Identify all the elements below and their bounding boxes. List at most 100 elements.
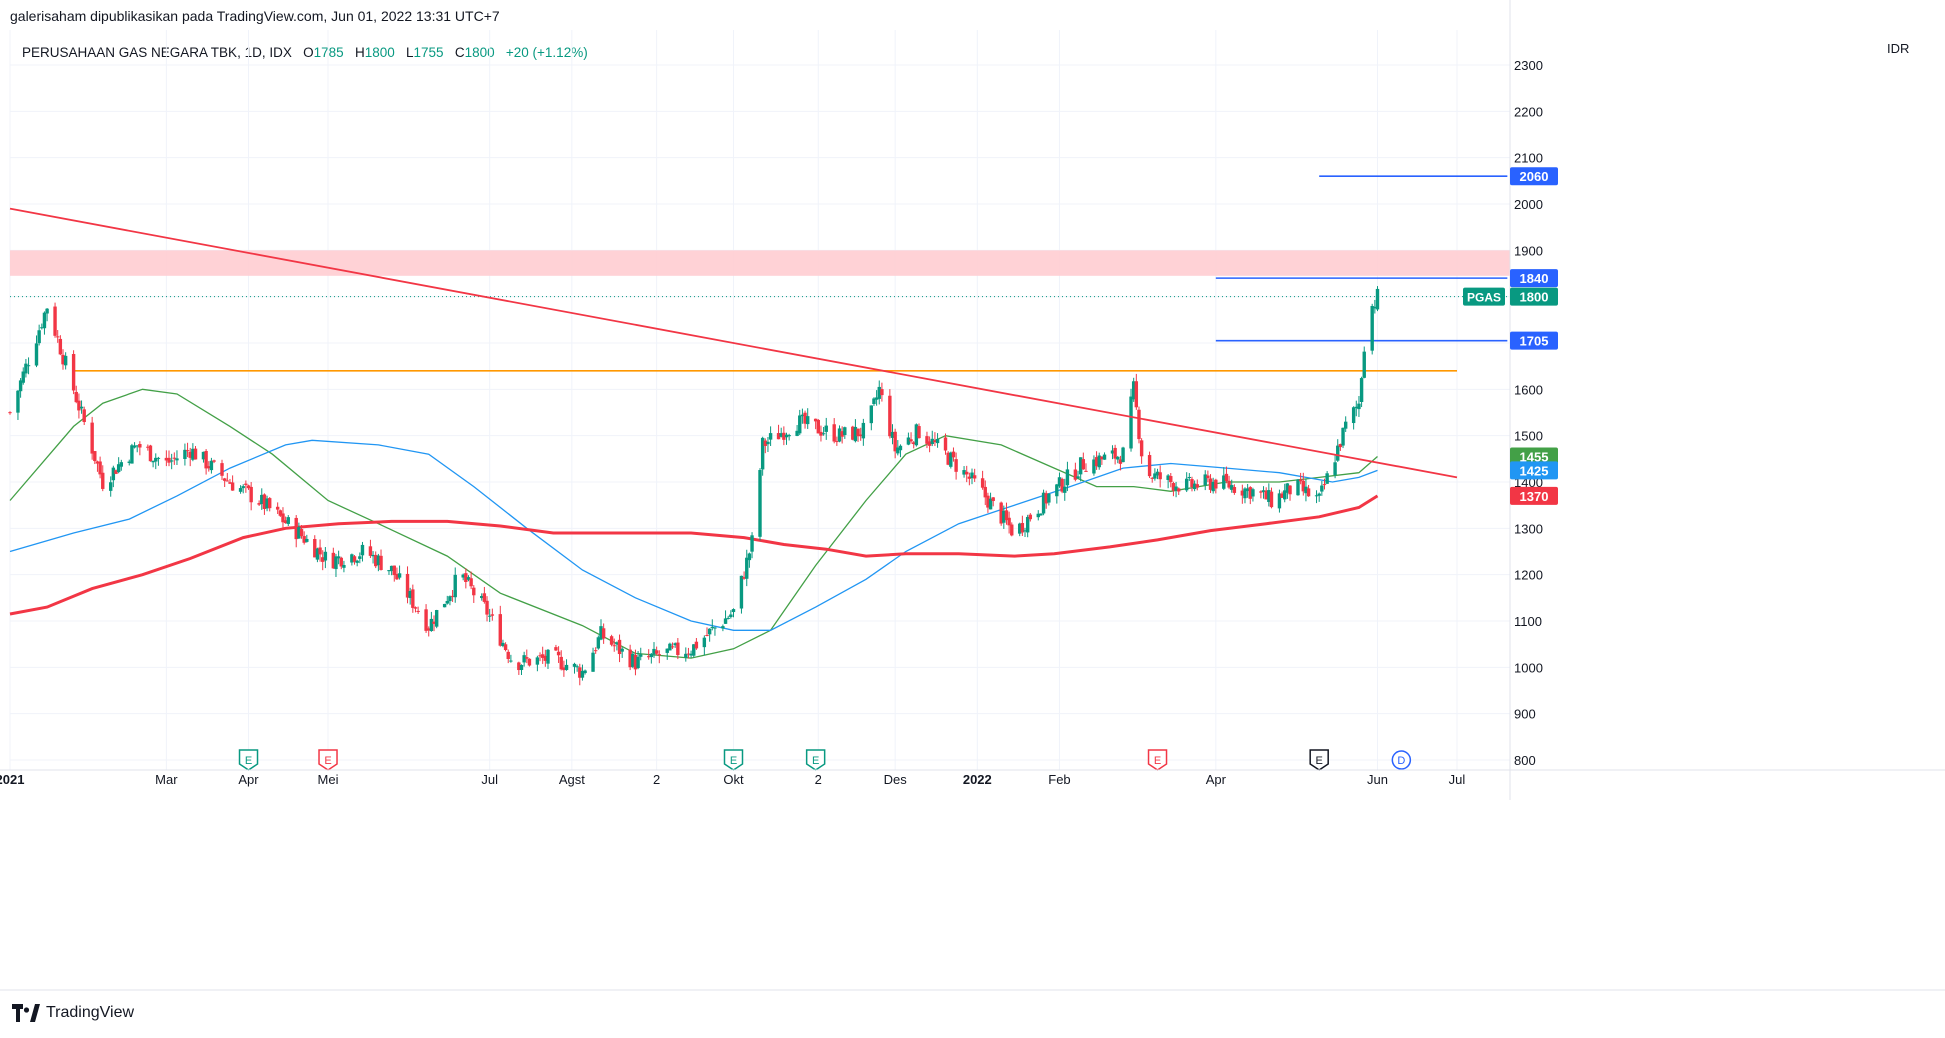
candle-body: [1375, 288, 1380, 310]
candle-body: [909, 439, 913, 442]
candle-body: [1357, 403, 1361, 410]
candle-body: [633, 654, 638, 670]
candle-body: [1317, 493, 1321, 496]
candle-body: [986, 495, 990, 508]
candle-body: [1041, 492, 1046, 514]
candle-body: [503, 644, 508, 650]
dividend-marker: [1391, 750, 1412, 770]
candle-body: [800, 414, 805, 417]
candle-body: [949, 452, 953, 467]
x-tick-label: Mar: [155, 772, 178, 787]
earnings-marker: [238, 749, 259, 771]
candle-body: [890, 431, 895, 438]
candle-body: [1259, 491, 1263, 493]
x-tick-label: 2: [653, 772, 660, 787]
candle-body: [313, 539, 317, 558]
open-label: O: [303, 45, 314, 60]
candle-body: [40, 327, 44, 329]
candle-body: [888, 395, 892, 437]
event-marker-label: E: [324, 755, 331, 767]
candle-body: [527, 658, 532, 666]
candle-body: [723, 618, 728, 624]
candle-body: [962, 470, 966, 475]
candle-body: [988, 498, 993, 510]
x-tick-label: Jul: [481, 772, 498, 787]
candle-body: [898, 445, 903, 451]
candle-body: [1370, 305, 1374, 351]
symbol-name[interactable]: PERUSAHAAN GAS NEGARA TBK, 1D, IDX: [22, 45, 292, 60]
candle-body: [185, 450, 190, 452]
candle-body: [74, 391, 78, 403]
candle-body: [784, 434, 789, 438]
candle-body: [1190, 479, 1194, 488]
price-label-text: 1370: [1520, 489, 1549, 504]
candle-body: [1002, 510, 1006, 523]
candle-body: [1230, 485, 1234, 490]
candle-body: [225, 480, 230, 482]
candle-body: [702, 637, 707, 648]
price-label-text: 1840: [1520, 271, 1549, 286]
candle-body: [45, 308, 49, 314]
candle-body: [336, 556, 341, 559]
candle-body: [779, 433, 783, 437]
x-tick-label: 2021: [0, 772, 24, 787]
candle-body: [429, 618, 434, 632]
candle-body: [843, 427, 847, 436]
candle-body: [745, 557, 749, 579]
y-tick-label: 2100: [1514, 151, 1543, 166]
candle-body: [16, 390, 20, 413]
candle-body: [275, 506, 280, 510]
candle-body: [535, 657, 540, 665]
candle-body: [798, 415, 802, 434]
candle-body: [906, 437, 911, 445]
x-tick-label: Okt: [723, 772, 744, 787]
candle-body: [1020, 522, 1025, 533]
candle-body: [1044, 493, 1048, 504]
footer-brand[interactable]: TradingView: [12, 1004, 134, 1022]
candle-body: [1036, 513, 1040, 518]
candle-body: [453, 574, 457, 598]
candle-body: [1121, 447, 1125, 463]
horizontal-lines: [10, 175, 1510, 372]
candle-body: [787, 435, 791, 437]
candle-body: [220, 463, 224, 476]
event-marker-label: E: [812, 755, 819, 767]
candle-body: [742, 577, 746, 579]
candle-body: [405, 573, 410, 598]
moving-average-line: [9, 494, 1379, 616]
candle-body: [816, 419, 821, 434]
candle-body: [575, 666, 579, 668]
earnings-marker: [1147, 749, 1168, 771]
price-label-box: [1510, 461, 1558, 480]
candle-body: [983, 486, 987, 498]
candle-body: [522, 655, 526, 663]
candle-body: [506, 651, 510, 660]
candle-body: [1373, 306, 1377, 309]
currency-label[interactable]: IDR: [1887, 41, 1910, 56]
y-tick-label: 1600: [1514, 382, 1543, 397]
symbol-tag-text: PGAS: [1467, 291, 1501, 305]
open-value: 1785: [313, 45, 344, 60]
candle-body: [713, 627, 717, 629]
candle-body: [1232, 487, 1237, 493]
candle-body: [835, 441, 839, 443]
candle-body: [1004, 510, 1009, 521]
candle-body: [461, 574, 465, 578]
candle-body: [58, 338, 63, 355]
price-label-text: 2060: [1520, 169, 1549, 184]
candle-body: [1359, 378, 1364, 402]
candle-body: [201, 451, 206, 460]
candle-body: [859, 434, 863, 437]
candle-body: [763, 440, 768, 446]
x-tick-label: Mei: [318, 772, 339, 787]
candle-body: [1333, 462, 1337, 476]
candle-body: [795, 430, 799, 436]
candle-body: [1155, 471, 1160, 476]
y-tick-label: 1100: [1514, 614, 1542, 629]
candle-body: [564, 664, 569, 670]
candle-body: [925, 436, 929, 444]
candle-body: [297, 527, 301, 539]
candle-body: [1084, 470, 1088, 472]
close-value: 1800: [464, 45, 495, 60]
